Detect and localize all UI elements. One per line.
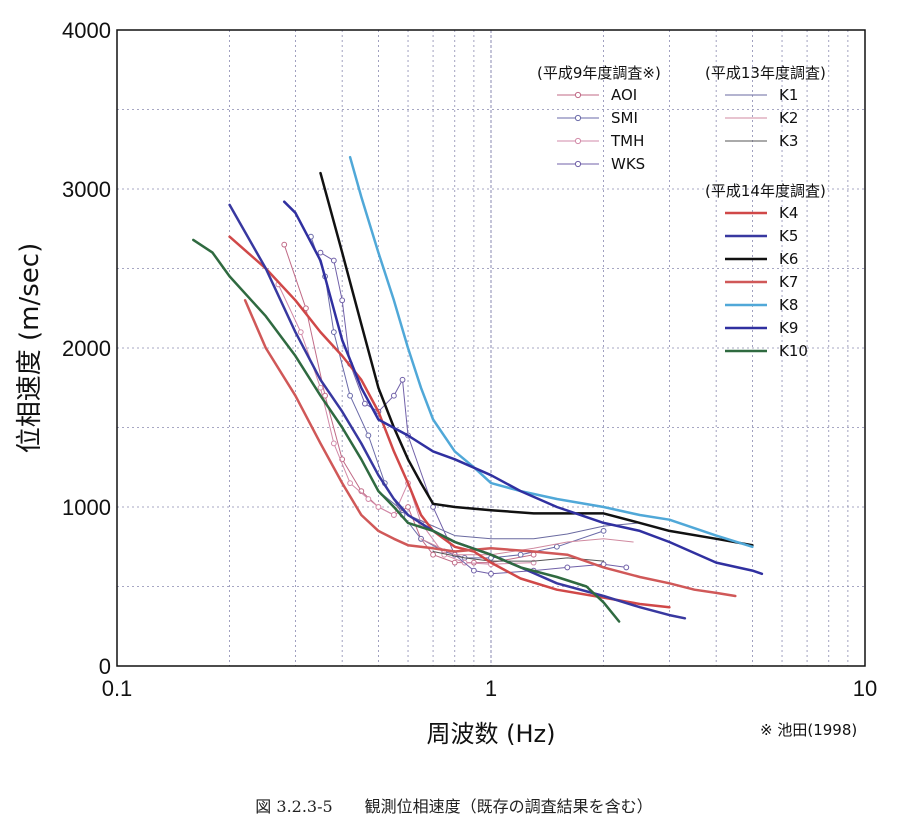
series-k9 (282, 200, 764, 576)
legend-marker (574, 91, 582, 99)
series-k2 (420, 538, 634, 556)
plot-frame (116, 29, 866, 667)
figure-caption: 図 3.2.3-5 観測位相速度（既存の調査結果を含む） (255, 797, 652, 816)
series-line (228, 203, 687, 620)
legend-label: K9 (779, 319, 798, 337)
data-point (330, 440, 337, 447)
data-point (470, 567, 477, 574)
source-note: ※ 池田(1998) (760, 721, 857, 739)
legend-label: K7 (779, 273, 798, 291)
data-point (297, 329, 304, 336)
data-point (600, 527, 607, 534)
data-point (317, 384, 324, 391)
series-k6 (319, 171, 754, 547)
series-k10 (192, 238, 621, 623)
x-tick-label: 1 (485, 676, 497, 701)
series-line (192, 238, 621, 623)
series-line (319, 171, 754, 547)
legend-label: SMI (611, 109, 638, 127)
series-line (377, 490, 641, 540)
y-tick-label: 2000 (62, 336, 111, 361)
series-line (320, 252, 627, 575)
series-smi (308, 233, 607, 561)
data-point (430, 504, 436, 510)
y-tick-label: 3000 (62, 177, 111, 202)
legend-label: K2 (779, 109, 798, 127)
legend-group-title: (平成9年度調査※) (537, 64, 661, 82)
y-tick-label: 4000 (62, 18, 111, 43)
series-line (310, 236, 605, 559)
data-point (330, 329, 337, 336)
data-point (303, 305, 309, 312)
legend: (平成9年度調査※) AOI SMI TMH WKS (平成13年度調査) K1 K2 K3 (平… (537, 64, 826, 360)
data-point (451, 559, 458, 566)
series-k1 (377, 490, 641, 540)
legend-label: K4 (779, 204, 798, 222)
data-point (322, 392, 328, 399)
legend-marker (574, 160, 582, 168)
data-point (347, 480, 353, 487)
y-tick-label: 0 (99, 654, 111, 679)
legend-label: K10 (779, 342, 808, 360)
x-tick-label: 0.1 (102, 676, 133, 701)
legend-label: TMH (610, 132, 644, 150)
series-k7 (243, 299, 737, 598)
legend-label: WKS (611, 155, 645, 173)
data-point (361, 400, 368, 407)
x-axis-label: 周波数 (Hz) (427, 720, 556, 748)
legend-label: K3 (779, 132, 798, 150)
x-tick-label: 10 (853, 676, 877, 701)
data-point (430, 551, 436, 558)
data-point (399, 376, 406, 383)
data-point (317, 249, 324, 256)
data-point (623, 564, 630, 571)
legend-label: K6 (779, 250, 798, 268)
data-point (330, 257, 337, 264)
series-layer (192, 155, 764, 623)
data-point (365, 432, 372, 439)
data-point (530, 551, 537, 558)
data-point (564, 564, 571, 571)
legend-group-title: (平成14年度調査) (705, 182, 826, 200)
series-wks (317, 249, 630, 577)
data-point (390, 392, 397, 399)
data-point (281, 241, 288, 248)
legend-label: K1 (779, 86, 798, 104)
y-axis-label: 位相速度 (m/sec) (15, 243, 45, 453)
data-point (553, 543, 560, 550)
series-k5 (228, 203, 687, 620)
series-line (228, 235, 671, 609)
data-point (488, 570, 494, 577)
series-line (420, 538, 634, 556)
data-point (390, 512, 397, 518)
y-tick-label: 1000 (62, 495, 111, 520)
series-k3 (432, 551, 605, 562)
legend-marker (574, 137, 582, 145)
legend-label: K8 (779, 296, 798, 314)
tick-labels: 0 1000 2000 3000 4000 0.1 1 10 (62, 18, 877, 701)
data-point (347, 392, 353, 399)
data-point (339, 297, 346, 304)
series-line (243, 299, 737, 598)
series-k4 (228, 235, 671, 609)
legend-label: K5 (779, 227, 798, 245)
data-point (517, 551, 524, 558)
data-point (405, 504, 411, 510)
series-line (432, 551, 605, 562)
legend-label: AOI (611, 86, 637, 104)
data-point (365, 496, 372, 502)
data-point (375, 504, 382, 510)
series-line (282, 200, 764, 576)
legend-group-title: (平成13年度調査) (705, 64, 826, 82)
legend-marker (574, 114, 582, 122)
